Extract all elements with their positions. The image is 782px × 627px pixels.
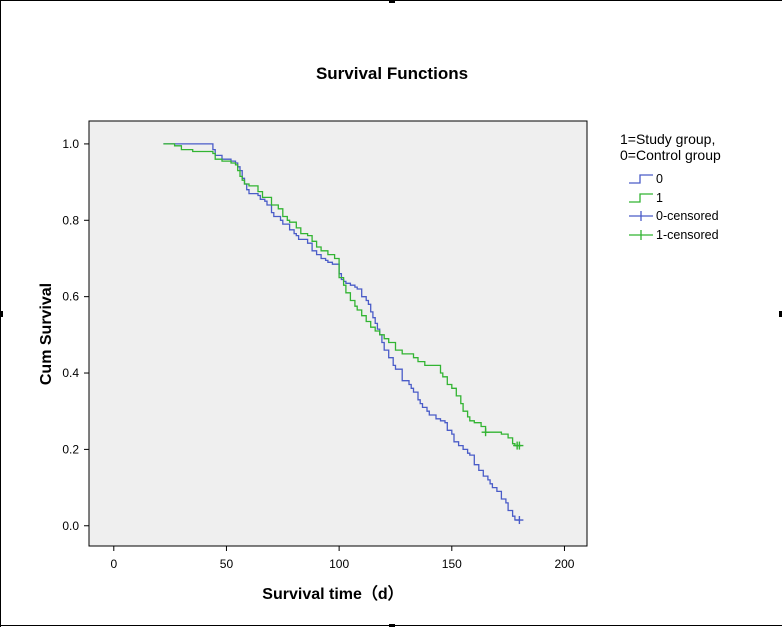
y-tick-label-5: 1.0	[62, 137, 79, 151]
y-tick-label-2: 0.4	[62, 366, 79, 380]
legend-label-2: 0-censored	[656, 209, 719, 223]
legend-label-0: 0	[656, 172, 663, 186]
legend-title: 1=Study group, 0=Control group	[620, 131, 770, 163]
legend-item-3: 1-censored	[620, 226, 770, 245]
legend-item-2: 0-censored	[620, 207, 770, 226]
x-tick-label-2: 100	[329, 557, 349, 571]
legend-label-3: 1-censored	[656, 227, 719, 242]
resize-handle-right[interactable]	[779, 311, 782, 317]
series-1-censor-mark-0	[481, 428, 490, 437]
x-axis: 0 50 100 150 200	[110, 546, 575, 571]
legend-label-1: 1	[656, 190, 663, 205]
y-axis: 0.0 0.2 0.4 0.6 0.8 1.0	[62, 137, 89, 533]
legend-swatch-1	[629, 192, 653, 203]
legend-swatch-0	[629, 174, 653, 184]
y-axis-label: Cum Survival	[38, 283, 55, 385]
series-1-censor-mark-2	[515, 441, 524, 450]
legend-item-1: 1	[620, 189, 770, 208]
y-tick-label-0: 0.0	[62, 519, 79, 533]
x-axis-label: Survival time（d）	[262, 585, 403, 603]
legend-swatch-2	[629, 211, 653, 221]
series-layer	[163, 143, 524, 525]
series-0-line	[163, 143, 520, 521]
y-tick-label-1: 0.2	[62, 442, 79, 456]
x-tick-label-4: 200	[554, 557, 574, 571]
series-0-censor-mark-0	[515, 516, 524, 525]
y-tick-label-4: 0.8	[62, 213, 79, 227]
legend-swatch-3	[629, 229, 653, 240]
legend-item-0: 0	[620, 170, 770, 189]
legend-title-line-2: 0=Control group	[620, 147, 721, 163]
y-tick-label-3: 0.6	[62, 290, 79, 304]
resize-handle-left[interactable]	[0, 311, 3, 317]
legend-step-icon	[629, 192, 653, 203]
x-tick-label-0: 0	[110, 557, 117, 571]
x-tick-label-3: 150	[442, 557, 462, 571]
series-1-line	[163, 143, 520, 447]
chart-title: Survival Functions	[316, 64, 468, 83]
legend-step-icon	[629, 174, 653, 184]
x-tick-label-1: 50	[220, 557, 234, 571]
legend-items: 0 1 0-censored 1-censored	[620, 170, 770, 244]
legend: 1=Study group, 0=Control group 0 1 0-censo…	[620, 131, 770, 244]
legend-title-line-1: 1=Study group,	[620, 131, 716, 147]
resize-handle-top[interactable]	[389, 0, 395, 3]
plot-area	[88, 120, 588, 547]
resize-handle-bottom[interactable]	[389, 624, 395, 627]
